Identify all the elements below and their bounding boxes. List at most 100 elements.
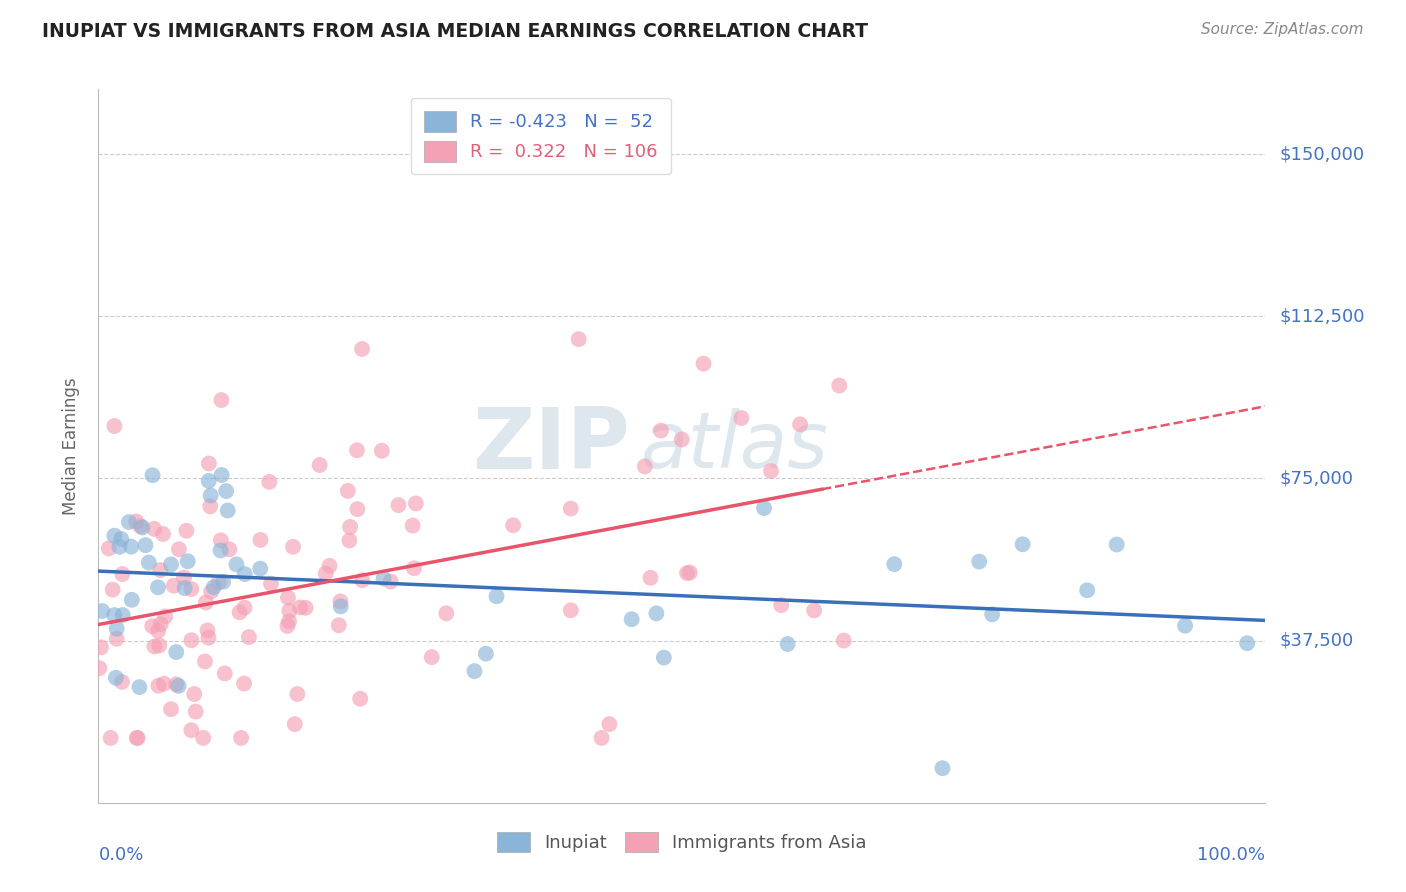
Point	[238, 630, 260, 644]
Point	[328, 618, 350, 632]
Point	[111, 567, 134, 582]
Point	[640, 571, 662, 585]
Text: INUPIAT VS IMMIGRANTS FROM ASIA MEDIAN EARNINGS CORRELATION CHART: INUPIAT VS IMMIGRANTS FROM ASIA MEDIAN E…	[42, 22, 868, 41]
Point	[770, 598, 793, 612]
Point	[200, 584, 222, 599]
Point	[141, 468, 163, 483]
Point	[197, 474, 219, 488]
Point	[329, 599, 352, 614]
Point	[759, 464, 782, 478]
Point	[434, 607, 457, 621]
Point	[105, 632, 128, 646]
Point	[110, 532, 132, 546]
Point	[129, 519, 152, 533]
Point	[148, 639, 170, 653]
Point	[401, 518, 423, 533]
Point	[967, 555, 990, 569]
Point	[339, 520, 361, 534]
Point	[278, 615, 301, 629]
Point	[208, 575, 231, 590]
Text: $37,500: $37,500	[1279, 632, 1354, 649]
Point	[620, 612, 643, 626]
Point	[218, 542, 240, 557]
Point	[160, 558, 183, 572]
Point	[173, 581, 195, 595]
Point	[294, 600, 316, 615]
Point	[103, 608, 125, 623]
Point	[91, 604, 114, 618]
Point	[420, 650, 443, 665]
Point	[165, 645, 187, 659]
Point	[202, 580, 225, 594]
Point	[160, 702, 183, 716]
Point	[138, 556, 160, 570]
Point	[349, 691, 371, 706]
Point	[645, 607, 668, 621]
Point	[233, 600, 256, 615]
Point	[828, 378, 851, 392]
Point	[153, 676, 176, 690]
Point	[215, 484, 238, 499]
Point	[352, 573, 374, 587]
Point	[103, 419, 125, 434]
Point	[100, 731, 122, 745]
Point	[125, 731, 148, 745]
Point	[776, 637, 799, 651]
Point	[141, 619, 163, 633]
Point	[143, 640, 166, 654]
Point	[502, 518, 524, 533]
Point	[128, 680, 150, 694]
Point	[634, 459, 657, 474]
Point	[104, 671, 127, 685]
Point	[146, 624, 169, 638]
Point	[485, 590, 508, 604]
Point	[149, 617, 172, 632]
Text: ZIP: ZIP	[471, 404, 630, 488]
Point	[197, 631, 219, 645]
Point	[284, 717, 307, 731]
Point	[194, 595, 217, 609]
Text: 0.0%: 0.0%	[98, 846, 143, 863]
Point	[165, 677, 187, 691]
Point	[308, 458, 330, 472]
Point	[789, 417, 811, 432]
Point	[692, 357, 714, 371]
Point	[173, 570, 195, 584]
Point	[198, 457, 221, 471]
Point	[568, 332, 591, 346]
Point	[1236, 636, 1258, 650]
Point	[120, 540, 142, 554]
Point	[200, 488, 222, 502]
Point	[346, 502, 368, 516]
Point	[90, 640, 112, 655]
Point	[380, 574, 402, 589]
Point	[152, 527, 174, 541]
Point	[148, 679, 170, 693]
Point	[143, 522, 166, 536]
Point	[180, 582, 202, 596]
Point	[111, 608, 134, 623]
Legend: Inupiat, Immigrants from Asia: Inupiat, Immigrants from Asia	[485, 819, 879, 865]
Point	[1174, 618, 1197, 632]
Point	[149, 563, 172, 577]
Point	[371, 443, 394, 458]
Point	[752, 501, 775, 516]
Point	[650, 424, 672, 438]
Point	[167, 542, 190, 557]
Point	[180, 723, 202, 738]
Point	[111, 674, 134, 689]
Point	[259, 475, 281, 489]
Point	[281, 540, 304, 554]
Point	[560, 603, 582, 617]
Point	[318, 558, 340, 573]
Point	[249, 533, 271, 547]
Point	[276, 619, 298, 633]
Point	[402, 561, 425, 575]
Point	[217, 503, 239, 517]
Point	[105, 622, 128, 636]
Point	[200, 500, 222, 514]
Point	[803, 603, 825, 617]
Point	[336, 483, 359, 498]
Text: atlas: atlas	[641, 408, 830, 484]
Point	[387, 498, 409, 512]
